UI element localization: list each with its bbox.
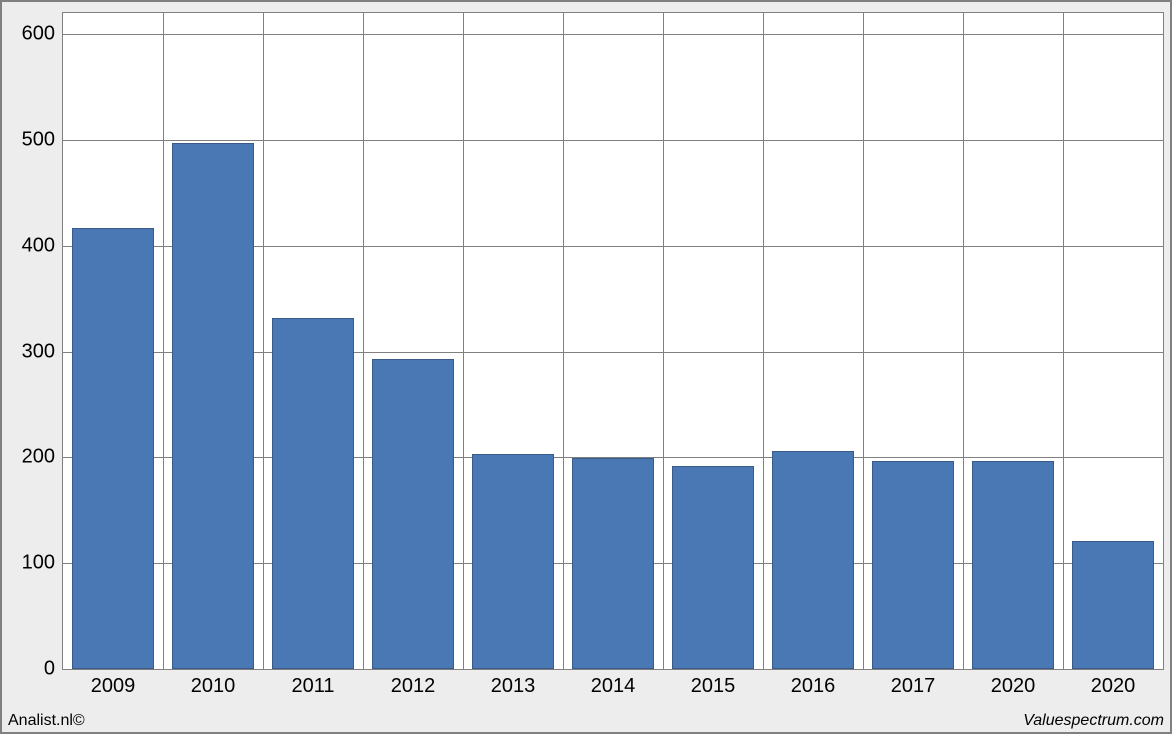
- y-tick-label: 200: [22, 446, 55, 469]
- gridline-vertical: [963, 13, 964, 669]
- gridline-vertical: [163, 13, 164, 669]
- x-tick-label: 2011: [291, 675, 334, 698]
- bar: [772, 451, 854, 669]
- x-tick-label: 2013: [491, 675, 536, 698]
- plot-area: 0100200300400500600200920102011201220132…: [62, 12, 1164, 670]
- gridline-vertical: [363, 13, 364, 669]
- gridline-vertical: [563, 13, 564, 669]
- x-tick-label: 2012: [391, 675, 436, 698]
- x-tick-label: 2010: [191, 675, 236, 698]
- gridline-vertical: [263, 13, 264, 669]
- gridline-horizontal: [63, 140, 1163, 141]
- bar: [972, 461, 1054, 669]
- x-tick-label: 2017: [891, 675, 936, 698]
- bar: [1072, 541, 1154, 669]
- x-tick-label: 2020: [991, 675, 1036, 698]
- y-tick-label: 0: [44, 658, 55, 681]
- x-tick-label: 2014: [591, 675, 636, 698]
- bar: [572, 458, 654, 669]
- gridline-vertical: [463, 13, 464, 669]
- bar: [872, 461, 954, 669]
- footer-left-label: Analist.nl©: [8, 712, 85, 730]
- bar: [472, 454, 554, 669]
- y-tick-label: 300: [22, 340, 55, 363]
- y-tick-label: 100: [22, 552, 55, 575]
- x-tick-label: 2009: [91, 675, 136, 698]
- x-tick-label: 2016: [791, 675, 836, 698]
- bar: [272, 318, 354, 669]
- y-tick-label: 400: [22, 234, 55, 257]
- chart-container: 0 100 200 300 400 500 600 2009 2010 2011 2012 2013 2…: [0, 0, 1172, 734]
- gridline-horizontal: [63, 34, 1163, 35]
- gridline-vertical: [863, 13, 864, 669]
- bar: [72, 228, 154, 669]
- bar: [172, 143, 254, 669]
- bar: [372, 359, 454, 669]
- y-tick-label: 600: [22, 23, 55, 46]
- x-tick-label: 2015: [691, 675, 736, 698]
- bar: [672, 466, 754, 669]
- gridline-vertical: [763, 13, 764, 669]
- gridline-vertical: [1063, 13, 1064, 669]
- footer-right-label: Valuespectrum.com: [1023, 712, 1164, 730]
- y-tick-label: 500: [22, 128, 55, 151]
- gridline-vertical: [663, 13, 664, 669]
- x-tick-label: 2020: [1091, 675, 1136, 698]
